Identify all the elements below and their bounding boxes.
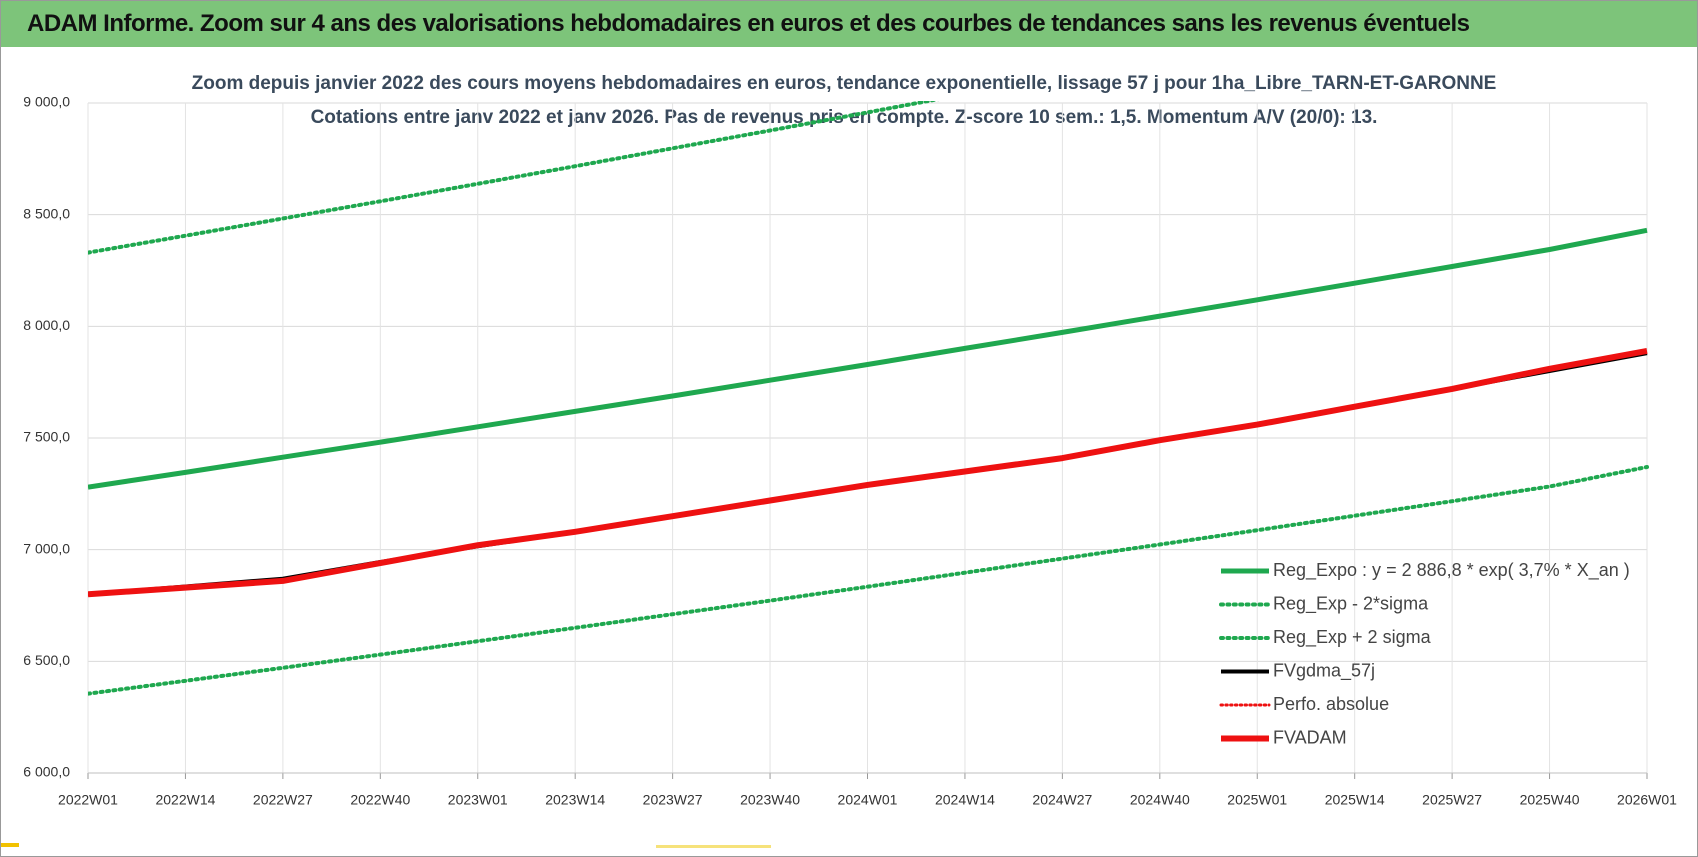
x-tick-label: 2022W14 bbox=[155, 792, 215, 808]
y-tick-label: 9 000,0 bbox=[23, 94, 70, 110]
corner-mark bbox=[656, 845, 771, 848]
x-tick-label: 2024W27 bbox=[1032, 792, 1092, 808]
x-tick-label: 2025W01 bbox=[1227, 792, 1287, 808]
x-tick-label: 2022W40 bbox=[350, 792, 410, 808]
x-tick-label: 2025W14 bbox=[1325, 792, 1385, 808]
header-title: ADAM Informe. Zoom sur 4 ans des valoris… bbox=[27, 10, 1470, 37]
x-tick-label: 2023W01 bbox=[448, 792, 508, 808]
y-tick-label: 6 500,0 bbox=[23, 652, 70, 668]
chart-title: Zoom depuis janvier 2022 des cours moyen… bbox=[192, 73, 1497, 94]
x-tick-label: 2025W40 bbox=[1520, 792, 1580, 808]
corner-mark bbox=[1, 843, 19, 847]
legend-label: FVgdma_57j bbox=[1273, 660, 1375, 681]
plot bbox=[88, 101, 1649, 696]
x-tick-label: 2023W14 bbox=[545, 792, 605, 808]
y-tick-label: 8 500,0 bbox=[23, 205, 70, 221]
y-tick-label: 6 000,0 bbox=[23, 764, 70, 780]
legend-label: Reg_Exp + 2 sigma bbox=[1273, 627, 1432, 648]
header-bar: ADAM Informe. Zoom sur 4 ans des valoris… bbox=[1, 1, 1697, 47]
y-tick-label: 8 000,0 bbox=[23, 317, 70, 333]
series-line bbox=[88, 227, 1648, 490]
axes: 6 000,0 6 500,0 7 000,0 7 500,0 8 000,0 8 500… bbox=[23, 94, 1677, 808]
legend-label: Perfo. absolue bbox=[1273, 694, 1389, 714]
legend-label: Reg_Expo : y = 2 886,8 * exp( 3,7% * X_a… bbox=[1273, 560, 1630, 581]
y-tick-label: 7 500,0 bbox=[23, 429, 70, 445]
x-tick-label: 2026W01 bbox=[1617, 792, 1677, 808]
legend-label: FVADAM bbox=[1273, 727, 1347, 747]
x-tick-label: 2025W27 bbox=[1422, 792, 1482, 808]
series-line bbox=[88, 347, 1648, 598]
x-tick-label: 2024W40 bbox=[1130, 792, 1190, 808]
x-tick-label: 2022W27 bbox=[253, 792, 313, 808]
x-tick-label: 2023W40 bbox=[740, 792, 800, 808]
y-tick-label: 7 000,0 bbox=[23, 540, 70, 556]
series-line bbox=[88, 101, 940, 255]
grid bbox=[87, 102, 1648, 774]
x-tick-label: 2022W01 bbox=[58, 792, 118, 808]
series-line bbox=[88, 465, 1649, 696]
x-tick-label: 2024W14 bbox=[935, 792, 995, 808]
x-tick-label: 2024W01 bbox=[838, 792, 898, 808]
legend-label: Reg_Exp - 2*sigma bbox=[1273, 593, 1429, 614]
x-tick-label: 2023W27 bbox=[643, 792, 703, 808]
